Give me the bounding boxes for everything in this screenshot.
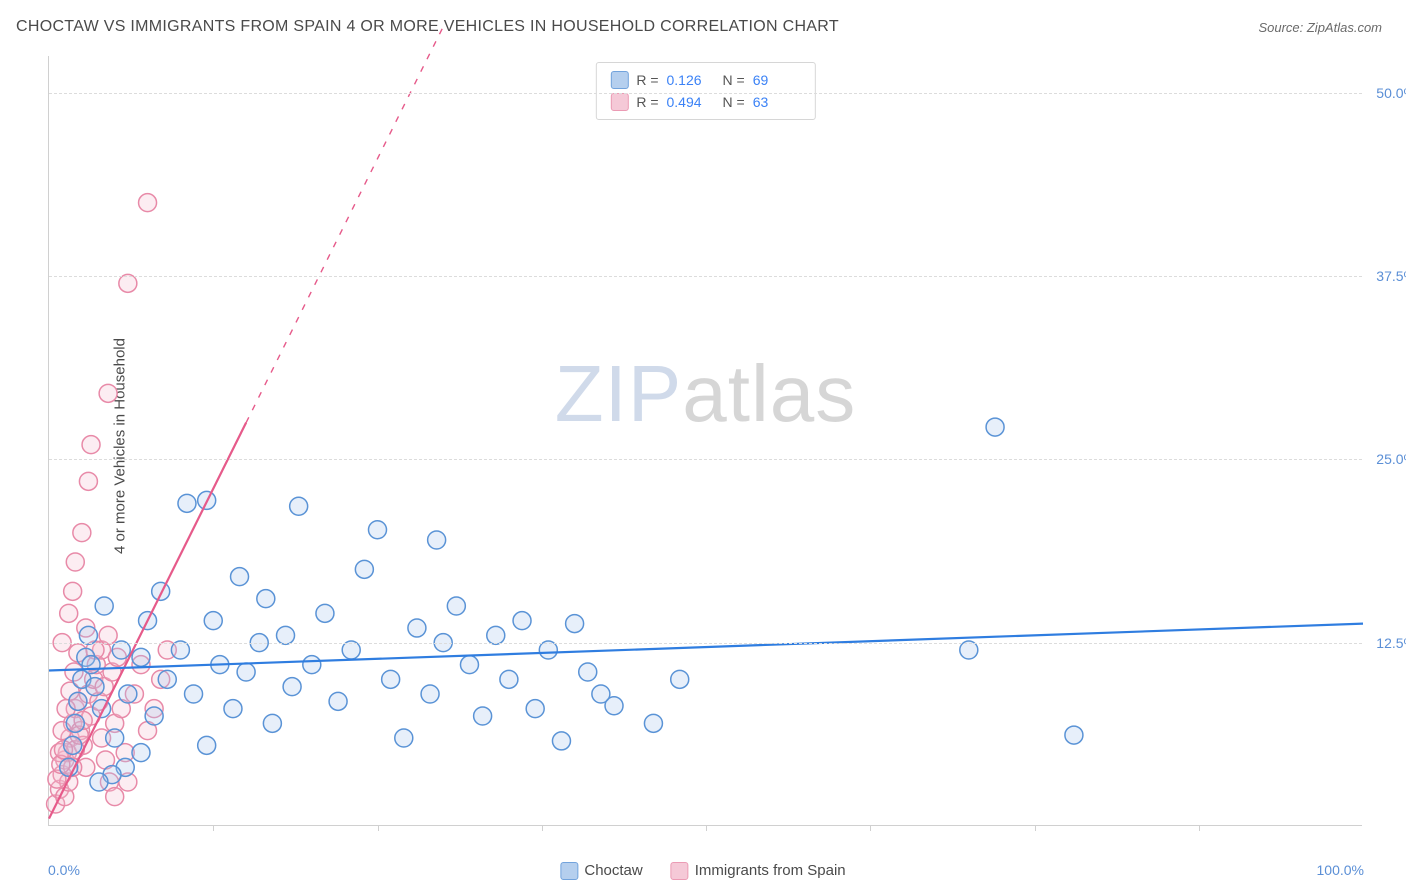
legend-swatch-blue-icon bbox=[560, 862, 578, 880]
legend-swatch-blue bbox=[610, 71, 628, 89]
legend-label-pink: Immigrants from Spain bbox=[695, 862, 846, 879]
chart-title: CHOCTAW VS IMMIGRANTS FROM SPAIN 4 OR MO… bbox=[16, 18, 839, 36]
legend-swatch-pink-icon bbox=[671, 862, 689, 880]
legend-series: Choctaw Immigrants from Spain bbox=[560, 862, 845, 880]
legend-label-blue: Choctaw bbox=[584, 862, 642, 879]
chart-plot-area: ZIPatlas R = 0.126 N = 69 R = 0.494 N = … bbox=[48, 56, 1362, 826]
legend-stats: R = 0.126 N = 69 R = 0.494 N = 63 bbox=[595, 62, 815, 120]
y-tick-label: 37.5% bbox=[1376, 268, 1406, 284]
scatter-svg bbox=[49, 56, 1362, 825]
legend-swatch-pink bbox=[610, 93, 628, 111]
y-tick-label: 25.0% bbox=[1376, 451, 1406, 467]
x-axis-label-min: 0.0% bbox=[48, 862, 80, 878]
source-label: Source: ZipAtlas.com bbox=[1258, 20, 1382, 35]
x-axis-label-max: 100.0% bbox=[1317, 862, 1364, 878]
y-tick-label: 50.0% bbox=[1376, 85, 1406, 101]
y-tick-label: 12.5% bbox=[1376, 635, 1406, 651]
